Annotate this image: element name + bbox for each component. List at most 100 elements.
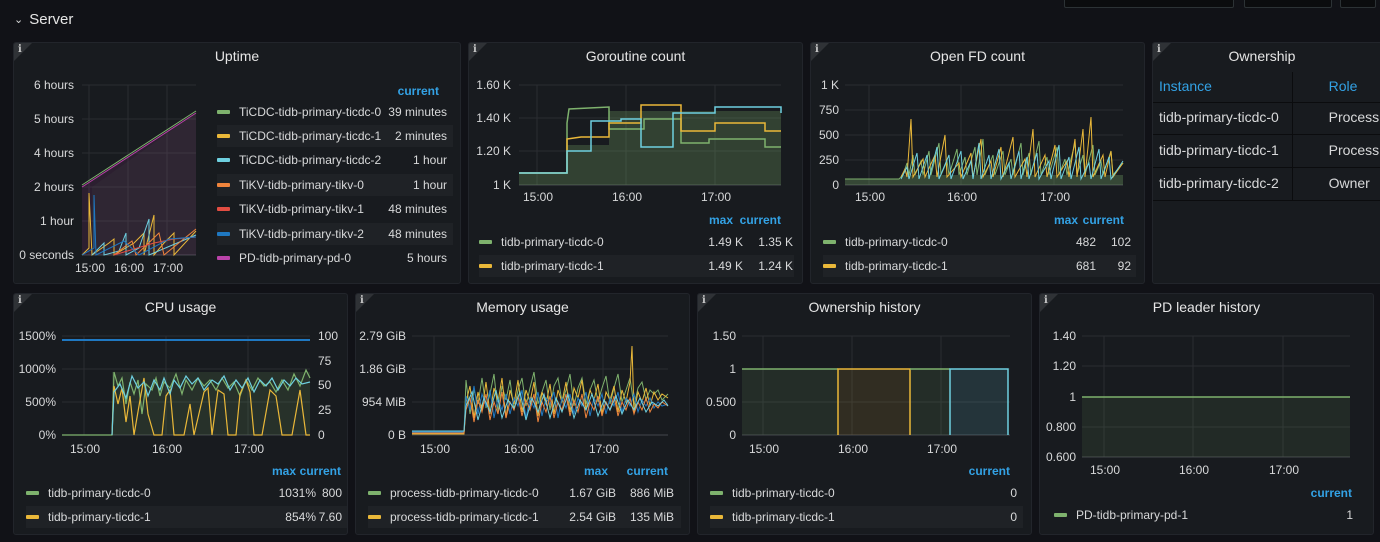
legend-item[interactable]: tidb-primary-ticdc-1 854% 7.60 xyxy=(26,506,347,528)
legend-item[interactable]: tidb-primary-ticdc-0 0 xyxy=(710,482,1023,504)
table-row[interactable]: tidb-primary-ticdc-0 Process xyxy=(1153,102,1380,135)
y-tick: 0 xyxy=(729,428,736,442)
legend-item[interactable]: tidb-primary-ticdc-1 1.49 K 1.24 K xyxy=(479,255,794,277)
panel-info-corner[interactable] xyxy=(14,294,32,312)
panel-title[interactable]: CPU usage xyxy=(144,299,217,315)
y-tick: 500% xyxy=(25,395,56,409)
panel-title[interactable]: Goroutine count xyxy=(585,48,686,64)
panel-info-corner[interactable] xyxy=(14,43,32,61)
series-color-swatch[interactable] xyxy=(368,491,381,495)
panel-title[interactable]: Ownership xyxy=(1228,48,1296,64)
legend-item[interactable]: TiCDC-tidb-primary-ticdc-0 39 minutes xyxy=(217,101,453,123)
y-tick: 500 xyxy=(819,128,839,142)
legend-header-current[interactable]: current xyxy=(739,213,781,227)
legend-item[interactable]: tidb-primary-ticdc-0 1031% 800 xyxy=(26,482,347,504)
legend-item[interactable]: tidb-primary-ticdc-1 0 xyxy=(710,506,1023,528)
refresh-interval-button[interactable] xyxy=(1340,0,1376,8)
chevron-down-icon[interactable]: ⌄ xyxy=(14,13,24,26)
info-icon[interactable]: i xyxy=(702,295,706,306)
panel-title[interactable]: PD leader history xyxy=(1152,299,1261,315)
legend-item[interactable]: tidb-primary-ticdc-0 482 102 xyxy=(823,231,1136,253)
series-color-swatch[interactable] xyxy=(217,134,230,138)
legend-header-max[interactable]: max xyxy=(1053,213,1078,227)
pd-leader-history-graph[interactable]: 1.40 1.20 1 0.800 0.600 15:00 16:00 17:0… xyxy=(1040,294,1374,535)
legend-header-current[interactable]: current xyxy=(397,84,439,98)
legend-header-current[interactable]: current xyxy=(299,464,341,478)
legend-header-current[interactable]: current xyxy=(1082,213,1124,227)
series-color-swatch[interactable] xyxy=(710,491,723,495)
series-color-swatch[interactable] xyxy=(217,256,230,260)
series-color-swatch[interactable] xyxy=(217,183,230,187)
info-icon[interactable]: i xyxy=(18,44,22,55)
column-header-role[interactable]: Role xyxy=(1328,78,1358,94)
open-fd-graph[interactable]: 1 K 750 500 250 0 15:00 16:00 17:00 xyxy=(811,43,1145,284)
series-color-swatch[interactable] xyxy=(26,491,39,495)
legend-item[interactable]: tidb-primary-ticdc-0 1.49 K 1.35 K xyxy=(479,231,794,253)
refresh-button[interactable] xyxy=(1244,0,1332,8)
legend-item[interactable]: PD-tidb-primary-pd-0 5 hours xyxy=(217,247,453,269)
panel-title[interactable]: Ownership history xyxy=(808,299,921,315)
legend-item[interactable]: process-tidb-primary-ticdc-0 1.67 GiB 886 … xyxy=(368,482,681,504)
panel-info-corner[interactable] xyxy=(1040,294,1058,312)
ownership-history-graph[interactable]: 1.50 1 0.500 0 15:00 16:00 17:00 xyxy=(698,294,1032,535)
series-color-swatch[interactable] xyxy=(26,515,39,519)
panel-pd-leader-history: i PD leader history 1.40 1.20 1 0.800 0.… xyxy=(1039,293,1374,535)
time-picker-button[interactable] xyxy=(1064,0,1234,8)
series-color-swatch[interactable] xyxy=(1054,513,1067,517)
table-row[interactable]: tidb-primary-ticdc-1 Process xyxy=(1153,135,1380,168)
panel-info-corner[interactable] xyxy=(356,294,374,312)
cell-instance: tidb-primary-ticdc-2 xyxy=(1153,168,1293,200)
memory-usage-graph[interactable]: 2.79 GiB 1.86 GiB 954 MiB 0 B 15:00 16:0… xyxy=(356,294,690,535)
panel-info-corner[interactable] xyxy=(811,43,829,61)
info-icon[interactable]: i xyxy=(360,295,364,306)
column-header-instance[interactable]: Instance xyxy=(1153,72,1293,102)
y-tick: 1.60 K xyxy=(476,78,511,92)
info-icon[interactable]: i xyxy=(1157,44,1161,55)
legend-item[interactable]: TiCDC-tidb-primary-ticdc-2 1 hour xyxy=(217,149,453,171)
panel-title[interactable]: Memory usage xyxy=(476,299,569,315)
panel-title[interactable]: Uptime xyxy=(214,48,260,64)
panel-info-corner[interactable] xyxy=(469,43,487,61)
y-tick: 1 K xyxy=(821,78,839,92)
info-icon[interactable]: i xyxy=(815,44,819,55)
info-icon[interactable]: i xyxy=(18,295,22,306)
series-color-swatch[interactable] xyxy=(710,515,723,519)
series-color-swatch[interactable] xyxy=(217,232,230,236)
series-color-swatch[interactable] xyxy=(217,158,230,162)
series-color-swatch[interactable] xyxy=(823,264,836,268)
series-color-swatch[interactable] xyxy=(217,110,230,114)
legend-item[interactable]: process-tidb-primary-ticdc-1 2.54 GiB 135 … xyxy=(368,506,681,528)
panel-info-corner[interactable] xyxy=(1153,43,1171,61)
legend-header-current[interactable]: current xyxy=(968,464,1010,478)
legend-item[interactable]: PD-tidb-primary-pd-1 1 xyxy=(1054,504,1359,526)
legend-item[interactable]: TiKV-tidb-primary-tikv-0 1 hour xyxy=(217,174,453,196)
series-color-swatch[interactable] xyxy=(217,207,230,211)
series-color-swatch[interactable] xyxy=(823,240,836,244)
legend-item[interactable]: TiKV-tidb-primary-tikv-1 48 minutes xyxy=(217,198,453,220)
legend-header-max[interactable]: max xyxy=(583,464,608,478)
series-color-swatch[interactable] xyxy=(479,264,492,268)
panel-title[interactable]: Open FD count xyxy=(930,48,1025,64)
info-icon[interactable]: i xyxy=(473,44,477,55)
legend-header-current[interactable]: current xyxy=(1310,486,1352,500)
y-tick: 2.79 GiB xyxy=(359,329,406,343)
legend-item[interactable]: tidb-primary-ticdc-1 681 92 xyxy=(823,255,1136,277)
goroutine-graph[interactable]: 1.60 K 1.40 K 1.20 K 1 K 15:00 16:00 17:… xyxy=(469,43,803,284)
series-color-swatch[interactable] xyxy=(368,515,381,519)
series-color-swatch[interactable] xyxy=(479,240,492,244)
legend-header-max[interactable]: max xyxy=(271,464,296,478)
legend-item[interactable]: TiKV-tidb-primary-tikv-2 48 minutes xyxy=(217,223,453,245)
info-icon[interactable]: i xyxy=(1044,295,1048,306)
cpu-usage-graph[interactable]: 1500% 1000% 500% 0% 100 75 50 25 0 15:00… xyxy=(14,294,348,535)
table-row[interactable]: tidb-primary-ticdc-2 Owner xyxy=(1153,168,1380,201)
uptime-graph[interactable]: 6 hours 5 hours 4 hours 2 hours 1 hour 0… xyxy=(14,43,461,284)
legend-item[interactable]: TiCDC-tidb-primary-ticdc-1 2 minutes xyxy=(217,125,453,147)
y2-tick: 75 xyxy=(318,354,332,368)
y-tick: 0 seconds xyxy=(19,248,74,262)
row-header-server[interactable]: ⌄ Server xyxy=(14,9,73,29)
legend-header-current[interactable]: current xyxy=(626,464,668,478)
panel-info-corner[interactable] xyxy=(698,294,716,312)
legend-header-max[interactable]: max xyxy=(708,213,733,227)
x-tick: 17:00 xyxy=(234,442,264,456)
y-tick: 6 hours xyxy=(34,78,74,92)
